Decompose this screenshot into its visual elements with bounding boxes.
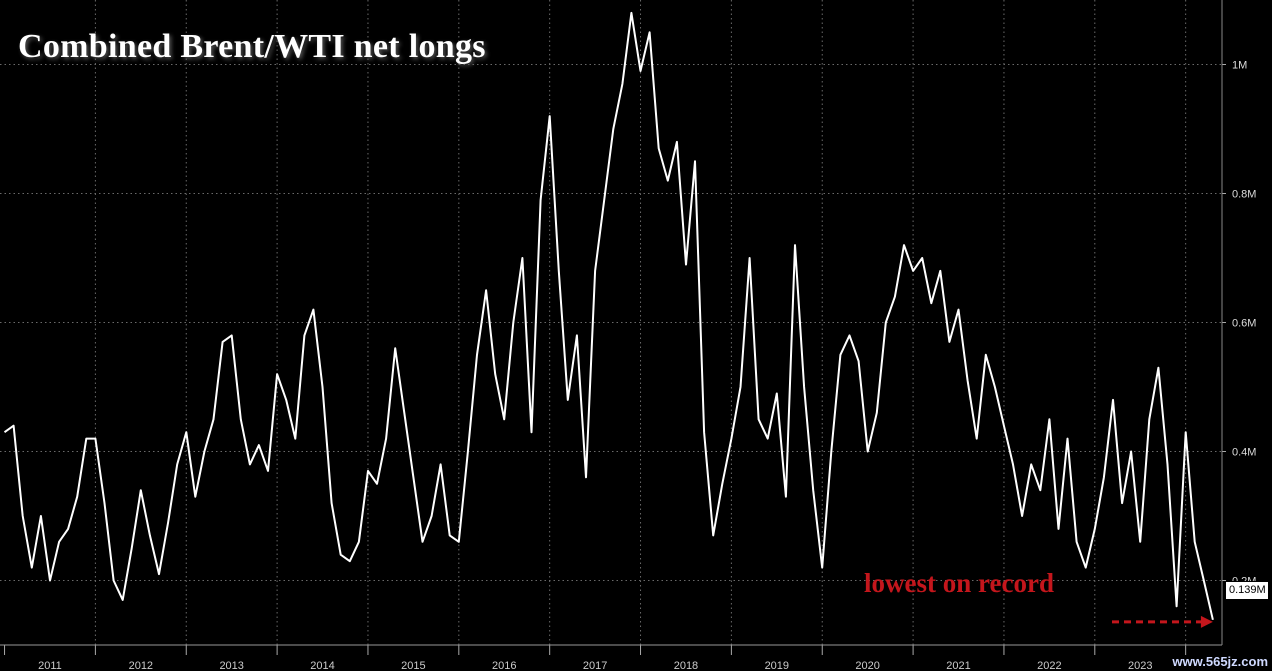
y-tick-label: 1M (1232, 60, 1247, 72)
x-tick-label: 2013 (219, 660, 243, 671)
x-tick-label: 2022 (1037, 660, 1061, 671)
x-axis: 2011 2012 2013 2014 2015 2016 2017 2018 2019 2020… (0, 644, 1222, 671)
x-tick-label: 2023 (1128, 660, 1152, 671)
x-tick-label: 2014 (310, 660, 334, 671)
x-tick-label: 2016 (492, 660, 516, 671)
chart-title: Combined Brent/WTI net longs (18, 28, 486, 65)
y-tick-label: 0.8M (1232, 189, 1256, 201)
y-tick-label: 0.4M (1232, 447, 1256, 459)
y-axis: 1M0.8M0.6M0.4M0.2M (1221, 0, 1256, 645)
y-tick-label: 0.6M (1232, 318, 1256, 330)
last-value-badge: 0.139M (1225, 581, 1269, 600)
x-tick-label: 2020 (855, 660, 879, 671)
annotation-arrow-head (1200, 615, 1213, 628)
watermark: www.565jz.com (1172, 654, 1268, 669)
annotation-arrow (1112, 615, 1213, 628)
grid (0, 0, 1222, 645)
x-tick-label: 2021 (946, 660, 970, 671)
x-tick-label: 2012 (129, 660, 153, 671)
x-tick-label: 2019 (765, 660, 789, 671)
x-tick-label: 2015 (401, 660, 425, 671)
x-tick-label: 2011 (38, 660, 62, 671)
x-tick-label: 2017 (583, 660, 607, 671)
x-tick-label: 2018 (674, 660, 698, 671)
series-line (3, 11, 1214, 621)
annotation-label: lowest on record (864, 568, 1054, 598)
series-group (3, 11, 1214, 621)
